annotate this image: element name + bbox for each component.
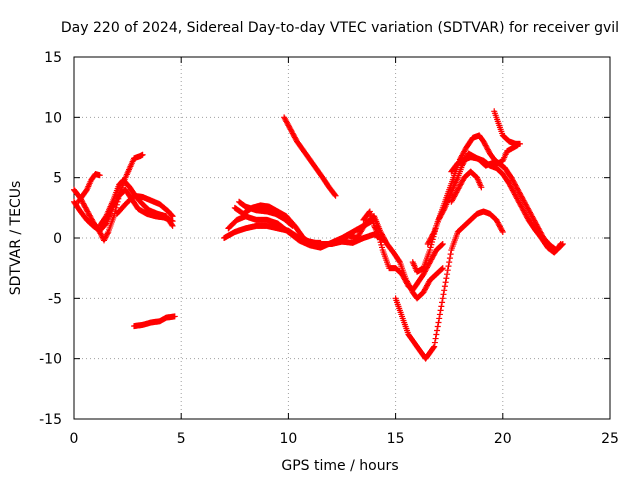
series-track-11	[281, 114, 339, 199]
data-point	[171, 313, 178, 320]
data-series	[71, 108, 566, 362]
data-point	[96, 172, 103, 179]
data-point	[317, 239, 324, 246]
data-point	[288, 222, 295, 229]
series-track-10	[236, 198, 296, 229]
data-point	[437, 307, 444, 314]
data-point	[436, 311, 443, 318]
data-point	[168, 212, 175, 219]
data-point	[439, 265, 446, 272]
data-point	[447, 251, 454, 258]
data-point	[169, 222, 176, 229]
data-point	[168, 221, 175, 228]
y-tick-label: 5	[53, 171, 62, 187]
data-point	[478, 184, 485, 191]
series-track-5	[113, 192, 176, 220]
data-point	[443, 275, 450, 282]
x-axis-label: GPS time / hours	[281, 458, 398, 474]
data-point	[446, 259, 453, 266]
data-point	[499, 228, 506, 235]
data-point	[431, 339, 438, 346]
data-point	[441, 287, 448, 294]
data-point	[376, 236, 383, 243]
y-tick-labels: -15 -10 -5 0 5 10 15	[39, 50, 62, 428]
series-track-3	[75, 171, 103, 205]
y-tick-label: 0	[53, 231, 62, 247]
y-tick-label: -15	[39, 412, 62, 428]
data-point	[426, 247, 433, 254]
data-point	[432, 335, 439, 342]
data-point	[439, 241, 446, 248]
data-point	[444, 271, 451, 278]
data-point	[431, 343, 438, 350]
series-track-13	[360, 208, 446, 293]
series-track-14	[392, 208, 506, 362]
data-point	[375, 231, 382, 238]
series-track-19	[491, 108, 523, 147]
data-point	[377, 239, 384, 246]
data-point	[434, 327, 441, 334]
series-track-4	[96, 177, 176, 229]
data-point	[434, 323, 441, 330]
data-point	[115, 195, 122, 202]
data-point	[139, 151, 146, 158]
data-point	[444, 267, 451, 274]
axis-ticks	[73, 56, 611, 420]
data-point	[441, 283, 448, 290]
data-point	[169, 213, 176, 220]
data-point	[442, 279, 449, 286]
data-point	[446, 255, 453, 262]
x-tick-label: 25	[601, 431, 619, 447]
data-point	[439, 295, 446, 302]
x-tick-labels: 0 5 10 15 20 25	[70, 431, 619, 447]
series-track-17	[448, 154, 566, 256]
y-tick-label: -10	[39, 352, 62, 368]
data-point	[396, 258, 403, 265]
data-point	[427, 244, 434, 251]
data-point	[441, 206, 448, 213]
data-point	[516, 140, 523, 147]
data-point	[436, 315, 443, 322]
data-point	[438, 303, 445, 310]
data-point	[445, 263, 452, 270]
data-point	[378, 241, 385, 248]
data-point	[379, 244, 386, 251]
x-tick-label: 10	[279, 431, 297, 447]
series-track-6	[131, 313, 178, 330]
y-axis-label: SDTVAR / TECUs	[8, 181, 24, 296]
x-tick-label: 5	[177, 431, 186, 447]
chart-title: Day 220 of 2024, Sidereal Day-to-day VTE…	[61, 20, 619, 36]
data-point	[332, 192, 339, 199]
data-point	[435, 319, 442, 326]
x-tick-label: 15	[387, 431, 405, 447]
data-point	[289, 222, 296, 229]
data-point	[559, 241, 566, 248]
data-point	[499, 227, 506, 234]
data-point	[331, 191, 338, 198]
data-point	[114, 198, 121, 205]
data-point	[113, 204, 120, 211]
data-point	[439, 241, 446, 248]
data-point	[439, 265, 446, 272]
data-point	[440, 291, 447, 298]
data-point	[376, 233, 383, 240]
y-tick-label: 10	[44, 110, 62, 126]
y-tick-label: -5	[48, 291, 62, 307]
data-point	[113, 201, 120, 208]
data-point	[430, 344, 437, 351]
data-point	[439, 299, 446, 306]
data-point	[559, 241, 566, 248]
x-tick-label: 20	[494, 431, 512, 447]
x-tick-label: 0	[70, 431, 79, 447]
data-point	[433, 331, 440, 338]
y-tick-label: 15	[44, 50, 62, 66]
data-point	[430, 230, 437, 237]
series-track-18	[448, 168, 485, 205]
